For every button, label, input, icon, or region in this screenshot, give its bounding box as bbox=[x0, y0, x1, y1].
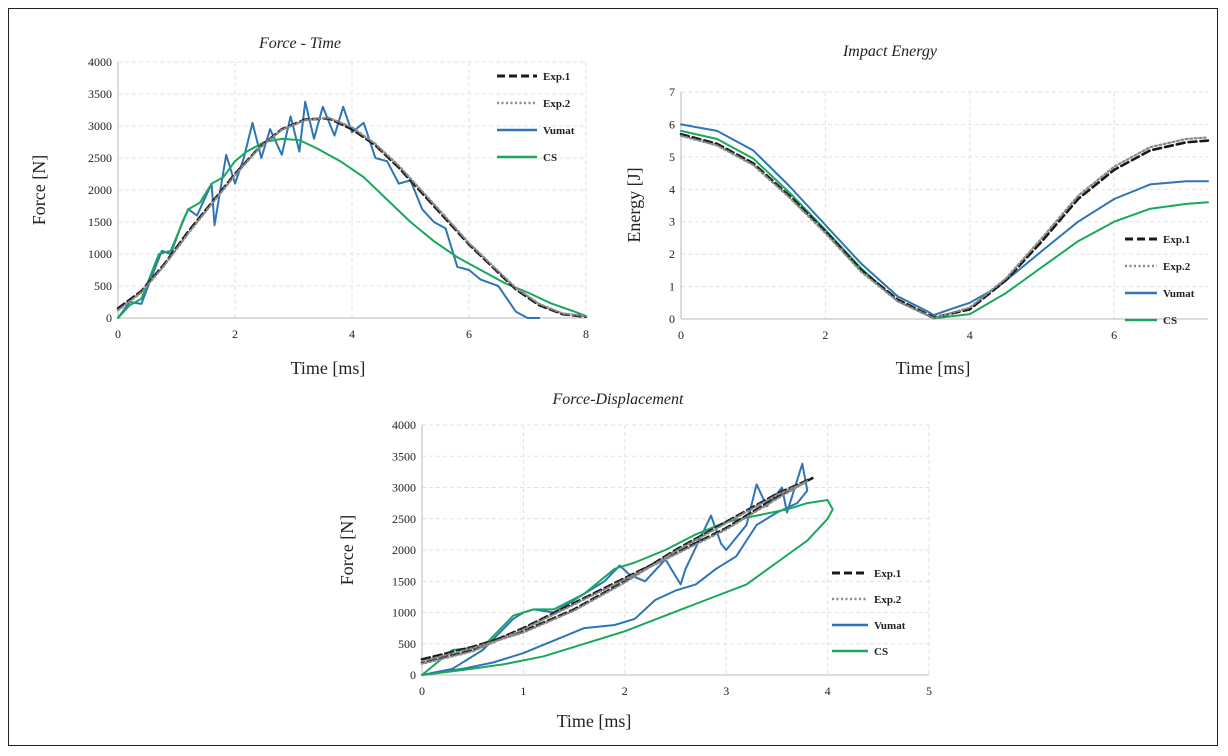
chart0-y-tick-label: 1500 bbox=[88, 215, 112, 229]
chart1-x-axis-label: Time [ms] bbox=[896, 358, 971, 378]
chart1-title: Impact Energy bbox=[842, 43, 938, 60]
chart1-y-tick-label: 1 bbox=[669, 280, 675, 294]
chart0-y-tick-label: 3500 bbox=[88, 87, 112, 101]
chart1-y-tick-label: 0 bbox=[669, 312, 675, 326]
chart2-y-tick-label: 3500 bbox=[392, 449, 416, 463]
chart1-series-cs bbox=[680, 129, 1209, 320]
chart1-y-tick-label: 3 bbox=[669, 215, 675, 229]
chart0-y-tick-label: 0 bbox=[106, 311, 112, 325]
chart2-y-tick-label: 500 bbox=[398, 637, 416, 651]
chart1-legend-label-cs: CS bbox=[1163, 315, 1177, 327]
chart0-y-tick-label: 2000 bbox=[88, 183, 112, 197]
chart0-x-tick-label: 4 bbox=[349, 327, 355, 341]
chart2-y-tick-label: 4000 bbox=[392, 418, 416, 432]
chart2-y-tick-label: 1000 bbox=[392, 606, 416, 620]
chart0-y-tick-label: 4000 bbox=[88, 55, 112, 69]
chart2-x-tick-label: 5 bbox=[926, 684, 932, 698]
chart2-title: Force-Displacement bbox=[552, 391, 684, 408]
chart0-series-exp-2 bbox=[116, 116, 588, 318]
chart0-legend-label-vumat: Vumat bbox=[543, 125, 575, 137]
chart2-y-tick-label: 2000 bbox=[392, 543, 416, 557]
chart2-x-tick-label: 0 bbox=[419, 684, 425, 698]
chart0-y-tick-label: 2500 bbox=[88, 151, 112, 165]
chart2-x-tick-label: 2 bbox=[622, 684, 628, 698]
chart0-legend-label-cs: CS bbox=[543, 152, 557, 164]
chart0-title: Force - Time bbox=[258, 35, 341, 52]
chart2-y-tick-label: 0 bbox=[410, 668, 416, 682]
chart0-y-tick-label: 1000 bbox=[88, 247, 112, 261]
chart2-series-cs bbox=[421, 499, 834, 676]
chart2-series-vumat bbox=[421, 462, 809, 676]
chart2-series-exp-1 bbox=[420, 476, 814, 664]
chart1-x-tick-label: 6 bbox=[1111, 328, 1117, 342]
chart0-y-tick-label: 500 bbox=[94, 279, 112, 293]
chart2-y-tick-label: 2500 bbox=[392, 512, 416, 526]
chart2-legend-label-vumat: Vumat bbox=[874, 620, 906, 632]
chart1-y-tick-label: 7 bbox=[669, 85, 675, 99]
chart0-y-tick-label: 3000 bbox=[88, 119, 112, 133]
chart0-x-tick-label: 0 bbox=[115, 327, 121, 341]
chart1-x-tick-label: 0 bbox=[678, 328, 684, 342]
figure-frame bbox=[8, 8, 1218, 746]
chart1-series-vumat bbox=[680, 123, 1209, 317]
chart0-x-axis-label: Time [ms] bbox=[291, 358, 366, 378]
chart2-legend-label-cs: CS bbox=[874, 646, 888, 658]
chart2-y-tick-label: 1500 bbox=[392, 574, 416, 588]
chart0-x-tick-label: 8 bbox=[583, 327, 589, 341]
chart1-y-tick-label: 5 bbox=[669, 150, 675, 164]
chart2-x-tick-label: 4 bbox=[825, 684, 831, 698]
chart1-x-tick-label: 2 bbox=[822, 328, 828, 342]
chart1-y-tick-label: 4 bbox=[669, 182, 675, 196]
chart1-y-axis-label: Energy [J] bbox=[624, 167, 644, 242]
chart2-series-exp-2 bbox=[420, 480, 809, 665]
chart1-x-tick-label: 4 bbox=[967, 328, 973, 342]
chart0-y-axis-label: Force [N] bbox=[29, 155, 49, 225]
chart2-y-axis-label: Force [N] bbox=[337, 515, 357, 585]
chart1-legend-label-vumat: Vumat bbox=[1163, 288, 1195, 300]
chart2-x-tick-label: 1 bbox=[520, 684, 526, 698]
chart2-x-tick-label: 3 bbox=[723, 684, 729, 698]
chart1-legend-label-exp-2: Exp.2 bbox=[1163, 261, 1191, 273]
chart0-x-tick-label: 6 bbox=[466, 327, 472, 341]
chart2-y-tick-label: 3000 bbox=[392, 481, 416, 495]
chart0-legend-label-exp-1: Exp.1 bbox=[543, 71, 570, 83]
chart1-y-tick-label: 6 bbox=[669, 117, 675, 131]
chart2-legend-label-exp-1: Exp.1 bbox=[874, 568, 901, 580]
chart0-series-cs bbox=[117, 137, 587, 319]
chart0-x-tick-label: 2 bbox=[232, 327, 238, 341]
chart2-x-axis-label: Time [ms] bbox=[557, 711, 632, 731]
chart1-y-tick-label: 2 bbox=[669, 247, 675, 261]
chart1-legend-label-exp-1: Exp.1 bbox=[1163, 234, 1190, 246]
chart1-series-exp-2 bbox=[679, 134, 1210, 320]
chart2-legend-label-exp-2: Exp.2 bbox=[874, 594, 902, 606]
chart0-legend-label-exp-2: Exp.2 bbox=[543, 98, 571, 110]
